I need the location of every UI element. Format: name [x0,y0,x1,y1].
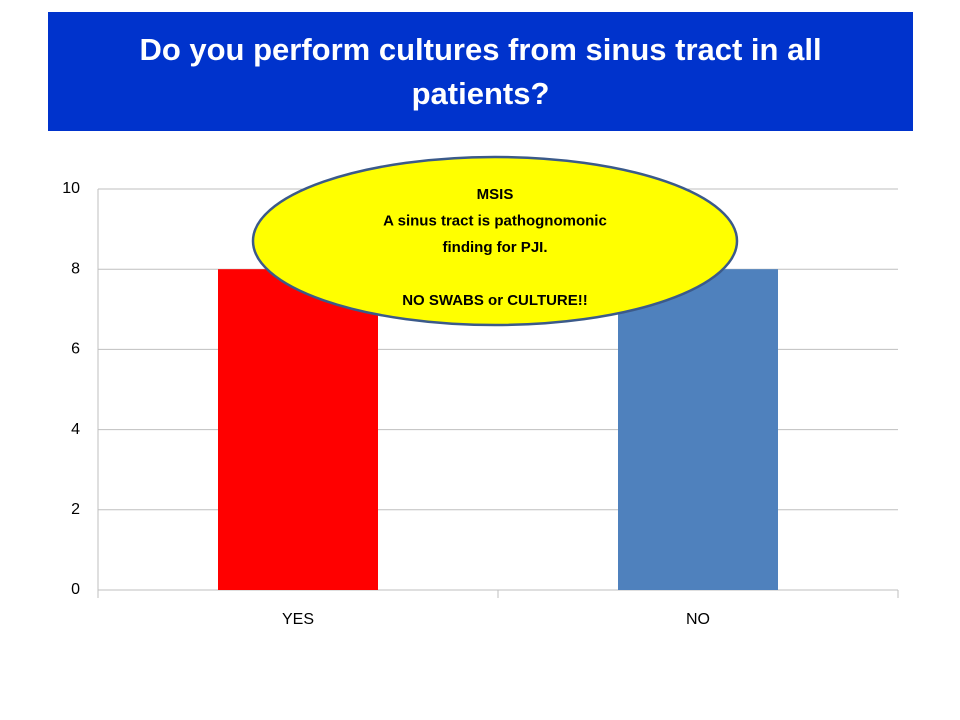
bar [218,269,378,590]
y-tick-label: 0 [71,581,80,598]
y-tick-label: 2 [71,501,80,518]
x-tick-label: NO [686,611,710,628]
callout [251,155,739,327]
annotation-line: MSIS [477,186,514,203]
x-tick-label: YES [282,611,314,628]
annotation-line: finding for PJI. [443,239,548,256]
chart-title: Do you perform cultures from sinus tract… [48,12,913,131]
y-tick-label: 8 [71,260,80,277]
annotation-line: A sinus tract is pathognomonic [383,212,607,229]
y-tick-label: 4 [71,421,80,438]
y-tick-label: 10 [62,180,80,197]
bar [618,269,778,590]
annotation-line: NO SWABS or CULTURE!! [402,292,588,309]
y-tick-label: 6 [71,341,80,358]
